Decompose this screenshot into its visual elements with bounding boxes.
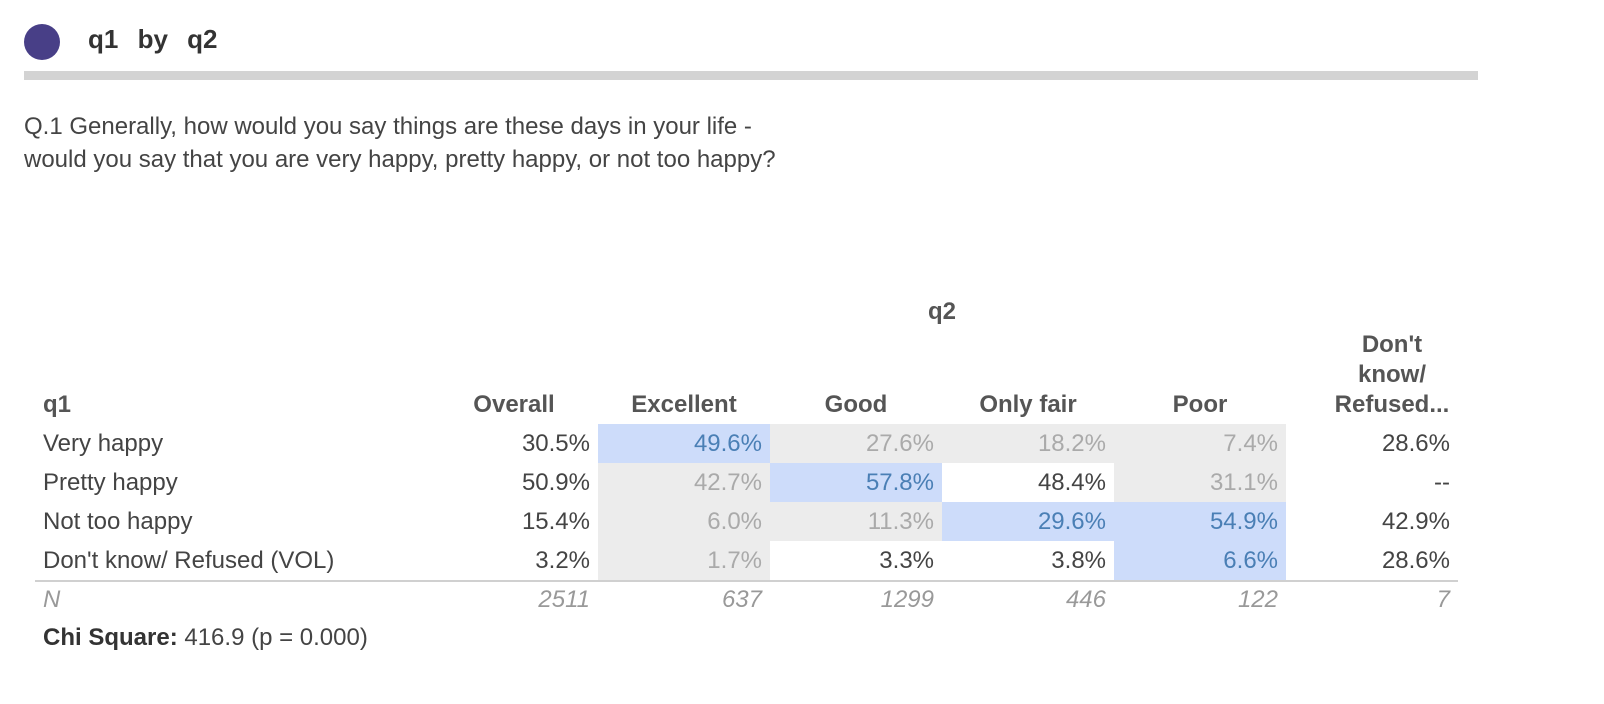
table-cell: 31.1% (1114, 463, 1286, 502)
column-header: Good (824, 391, 888, 418)
table-cell: 18.2% (942, 424, 1114, 463)
chi-square-label: Chi Square: (43, 624, 178, 651)
question-text: Q.1 Generally, how would you say things … (24, 113, 776, 173)
n-cell: 637 (721, 586, 762, 613)
column-header: Only fair (979, 391, 1077, 418)
n-cell: 2511 (538, 586, 590, 613)
table-cell: 3.8% (942, 541, 1114, 582)
column-header: Overall (473, 391, 555, 418)
row-variable-header: q1 (43, 391, 72, 418)
table-row: Pretty happy 50.9% 42.7% 57.8% 48.4% 31.1% -- (35, 463, 1458, 502)
column-header: Don't know/ Refused... (1334, 331, 1450, 418)
crosstab-table: q1 Overall Excellent Good Only fair Poor Don't… (35, 330, 1458, 618)
row-label: Very happy (43, 429, 164, 457)
n-label: N (43, 586, 61, 613)
table-cell: 54.9% (1114, 502, 1286, 541)
chi-square: Chi Square: 416.9 (p = 0.000) (43, 624, 368, 652)
table-cell: 3.3% (770, 541, 942, 582)
table-cell: 57.8% (770, 463, 942, 502)
table-row: Very happy 30.5% 49.6% 27.6% 18.2% 7.4% 28.6% (35, 424, 1458, 463)
table-row: Don't know/ Refused (VOL) 3.2% 1.7% 3.3% 3.8… (35, 541, 1458, 582)
table-cell: 3.2% (430, 541, 598, 582)
table-cell: 28.6% (1381, 429, 1450, 457)
table-cell: 1.7% (598, 541, 770, 582)
column-header: Excellent (631, 391, 737, 418)
column-header: Poor (1172, 391, 1228, 418)
table-cell: 42.7% (598, 463, 770, 502)
table-cell: 6.6% (1114, 541, 1286, 582)
n-cell: 446 (1065, 586, 1106, 613)
table-cell: 6.0% (598, 502, 770, 541)
table-cell: -- (1434, 468, 1450, 496)
row-label: Pretty happy (43, 468, 178, 496)
chi-square-value: 416.9 (p = 0.000) (184, 624, 368, 651)
page-title: q1 by q2 (88, 24, 218, 54)
table-cell: 27.6% (770, 424, 942, 463)
table-cell: 49.6% (598, 424, 770, 463)
table-cell: 7.4% (1114, 424, 1286, 463)
table-cell: 15.4% (521, 507, 590, 535)
n-row: N 2511 637 1299 446 122 7 (35, 581, 1458, 618)
table-cell: 50.9% (521, 468, 590, 496)
n-cell: 122 (1237, 586, 1278, 613)
table-cell: 30.5% (521, 429, 590, 457)
row-label: Don't know/ Refused (VOL) (35, 541, 430, 582)
table-row: Not too happy 15.4% 6.0% 11.3% 29.6% 54.9% 42.… (35, 502, 1458, 541)
header-divider (24, 71, 1478, 80)
column-group-label: q2 (927, 298, 956, 325)
n-cell: 1299 (880, 586, 934, 613)
n-cell: 7 (1436, 586, 1450, 613)
header-dot-icon (24, 24, 60, 60)
table-cell: 48.4% (1037, 468, 1106, 496)
row-label: Not too happy (43, 507, 193, 535)
table-cell: 28.6% (1286, 541, 1458, 582)
table-cell: 42.9% (1381, 507, 1450, 535)
table-cell: 29.6% (942, 502, 1114, 541)
table-cell: 11.3% (770, 502, 942, 541)
